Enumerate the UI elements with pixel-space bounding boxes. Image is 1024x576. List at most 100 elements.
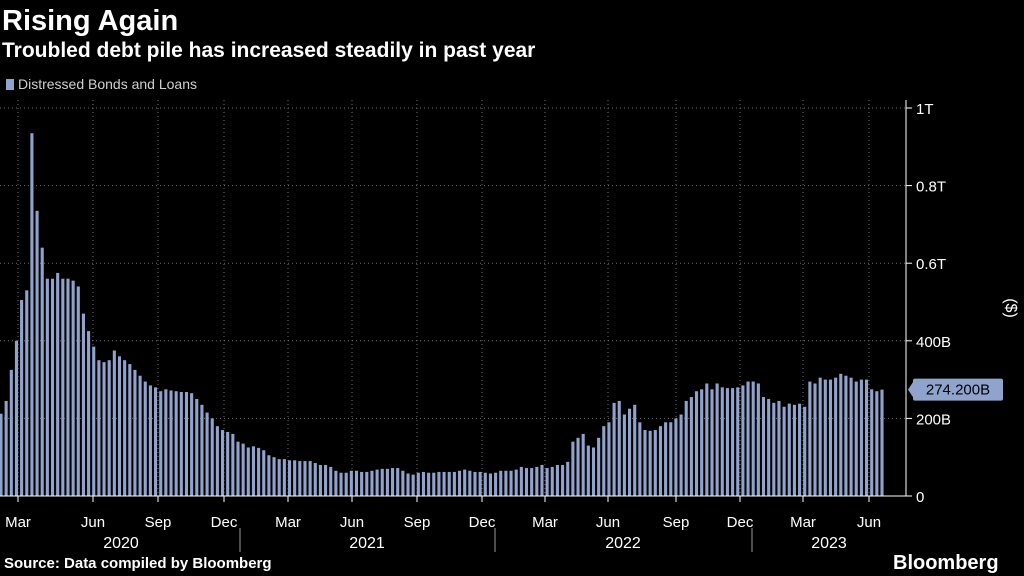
bar xyxy=(478,471,482,496)
bar xyxy=(385,468,389,496)
bar xyxy=(241,443,245,496)
bar xyxy=(97,360,101,496)
brand-logo: Bloomberg xyxy=(893,552,999,574)
bar xyxy=(571,441,575,496)
bar xyxy=(669,422,673,496)
bar xyxy=(272,457,276,496)
bar xyxy=(561,464,565,496)
x-tick-label: Jun xyxy=(81,514,105,531)
bar xyxy=(555,464,559,496)
x-tick-label: Mar xyxy=(532,514,558,531)
callout-value: 274.200B xyxy=(926,382,990,399)
bar xyxy=(705,383,709,496)
bar xyxy=(710,389,714,496)
chart-legend: Distressed Bonds and Loans xyxy=(6,76,197,92)
bar xyxy=(725,388,729,496)
bar xyxy=(66,278,70,496)
bar xyxy=(45,278,49,496)
bar xyxy=(117,356,122,496)
x-tick-label: Dec xyxy=(469,514,496,531)
bar xyxy=(401,470,405,496)
bar xyxy=(236,441,240,496)
y-tick-label: 1T xyxy=(916,101,934,118)
x-tick-label: Dec xyxy=(727,514,754,531)
bar xyxy=(159,391,163,496)
legend-swatch xyxy=(6,78,14,90)
y-tick-label: 400B xyxy=(916,334,951,351)
bar xyxy=(524,468,529,496)
bar xyxy=(798,403,802,496)
legend-label: Distressed Bonds and Loans xyxy=(18,76,197,92)
bar xyxy=(648,430,652,496)
bar xyxy=(437,471,441,496)
chart-subtitle: Troubled debt pile has increased steadil… xyxy=(2,39,536,62)
bar xyxy=(617,400,621,496)
bar xyxy=(803,406,807,496)
bar xyxy=(808,381,812,496)
bar xyxy=(633,404,637,496)
bar xyxy=(658,426,663,496)
bar xyxy=(689,397,693,496)
bar xyxy=(30,133,34,496)
x-tick-label: Mar xyxy=(275,514,301,531)
bar xyxy=(483,472,487,496)
bar xyxy=(293,460,297,496)
y-tick-label: 0.8T xyxy=(916,179,946,196)
x-tick-label: Sep xyxy=(145,514,172,531)
bar xyxy=(792,404,796,496)
bar xyxy=(128,364,132,496)
bar xyxy=(0,413,3,496)
bar xyxy=(123,360,127,496)
bar xyxy=(267,455,271,496)
bar xyxy=(591,447,596,496)
bar xyxy=(14,340,18,496)
bar xyxy=(112,350,116,496)
bar xyxy=(767,399,771,496)
bar xyxy=(504,470,508,496)
callout-pointer xyxy=(908,380,914,399)
bar xyxy=(602,426,606,496)
bar xyxy=(499,470,503,496)
bar xyxy=(169,390,173,496)
bar xyxy=(643,430,647,496)
bar xyxy=(81,313,85,496)
bar-series xyxy=(0,133,884,496)
bar xyxy=(9,369,13,496)
bar xyxy=(581,433,585,496)
bar xyxy=(318,464,322,496)
bar xyxy=(494,472,498,496)
bar xyxy=(859,379,863,496)
x-tick-label: Sep xyxy=(404,514,431,531)
bar xyxy=(782,406,786,496)
bar xyxy=(56,272,60,496)
callout-box xyxy=(913,378,1003,401)
bar xyxy=(344,472,348,496)
y-axis-unit-label: ($) xyxy=(1002,298,1019,318)
bar xyxy=(50,278,55,496)
source-note: Source: Data compiled by Bloomberg xyxy=(4,555,272,572)
bar xyxy=(406,473,410,496)
bar xyxy=(664,422,668,496)
bar xyxy=(720,387,724,496)
x-tick-label: Jun xyxy=(340,514,364,531)
bar xyxy=(349,470,353,496)
bar xyxy=(380,468,384,496)
bar xyxy=(839,373,843,496)
x-tick-label: Jun xyxy=(857,514,881,531)
bar xyxy=(174,391,178,496)
x-tick-label: Mar xyxy=(5,514,31,531)
bar xyxy=(854,381,858,496)
bar xyxy=(40,247,44,496)
x-year-label: 2021 xyxy=(349,535,385,552)
bar xyxy=(143,381,147,496)
bar xyxy=(741,385,745,496)
bar xyxy=(818,377,822,496)
bar xyxy=(566,461,570,496)
bar xyxy=(396,468,400,496)
grid-lines xyxy=(0,100,906,496)
y-tick-label: 200B xyxy=(916,411,951,428)
bar xyxy=(164,389,168,496)
bar xyxy=(210,418,214,496)
axes xyxy=(0,100,912,552)
bar xyxy=(231,433,235,496)
